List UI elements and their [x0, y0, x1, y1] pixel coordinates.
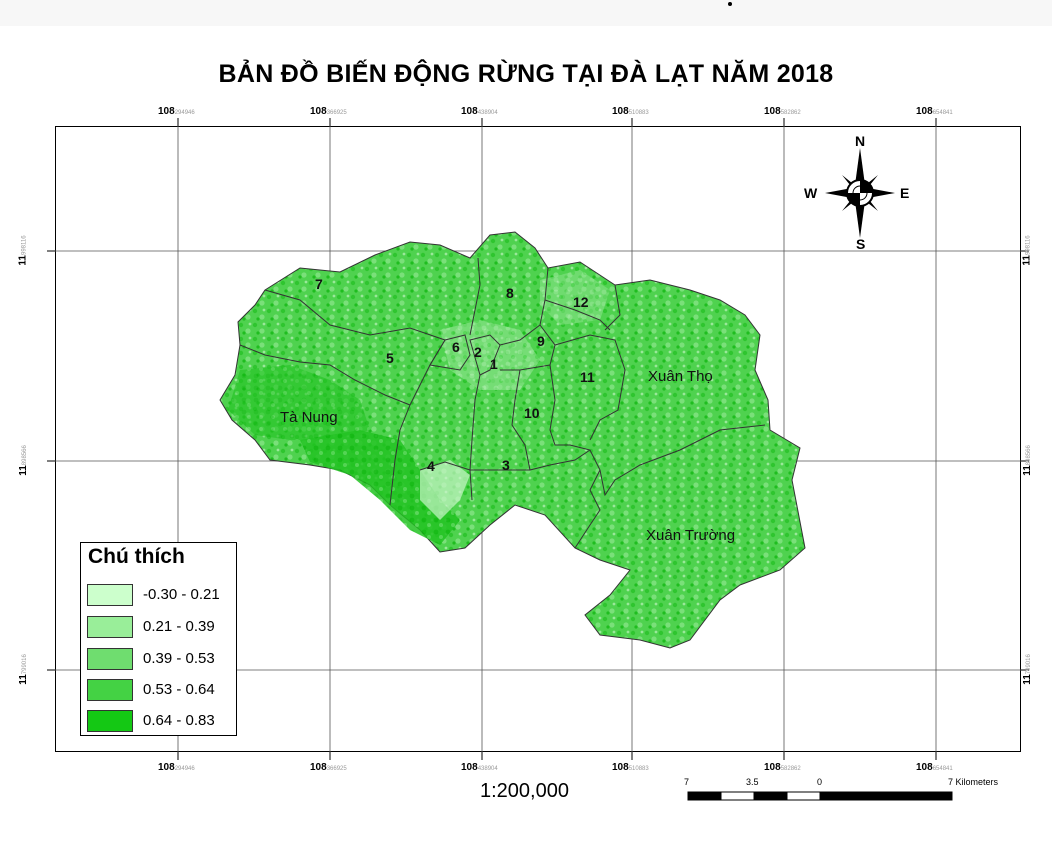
ward-boundaries — [239, 257, 766, 549]
label-ta-nung: Tà Nung — [280, 409, 338, 426]
scale-label: 7 — [684, 777, 690, 787]
bottom-coord-4: 108510883 — [612, 762, 649, 773]
compass-w: W — [804, 185, 818, 201]
right-coord-1: 11998116 — [1021, 235, 1033, 266]
legend-label: 0.64 - 0.83 — [143, 712, 215, 729]
dot-mark — [728, 2, 732, 6]
label-xuan-truong: Xuân Trường — [646, 527, 735, 544]
label-r8: 8 — [506, 285, 514, 301]
legend-label: 0.21 - 0.39 — [143, 618, 215, 635]
compass-s: S — [856, 236, 865, 252]
legend-swatch — [87, 616, 133, 638]
scale-label: 0 — [817, 777, 823, 787]
bottom-coord-2: 108366925 — [310, 762, 347, 773]
label-r4: 4 — [427, 458, 435, 474]
right-coord-3: 11799016 — [1021, 654, 1033, 685]
legend: Chú thích -0.30 - 0.21 0.21 - 0.39 0.39 … — [80, 542, 237, 736]
scale-bar — [687, 791, 953, 801]
compass-n: N — [855, 133, 865, 149]
legend-swatch — [87, 648, 133, 670]
label-r10: 10 — [524, 405, 540, 421]
bottom-coord-6: 108654841 — [916, 762, 953, 773]
top-coord-5: 108582862 — [764, 106, 801, 117]
label-r1: 1 — [490, 356, 498, 372]
legend-label: 0.39 - 0.53 — [143, 650, 215, 667]
scale-label: 3.5 — [746, 777, 759, 787]
label-r6: 6 — [452, 339, 460, 355]
dalat-boundary — [219, 231, 806, 649]
legend-title: Chú thích — [88, 545, 185, 568]
legend-swatch — [87, 710, 133, 732]
top-coord-3: 108438904 — [461, 106, 498, 117]
compass-e: E — [900, 185, 909, 201]
dense-forest-west — [228, 365, 370, 440]
top-coord-1: 108294946 — [158, 106, 195, 117]
left-coord-2: 11898566 — [17, 445, 29, 476]
left-coord-1: 11998116 — [17, 235, 29, 266]
label-r9: 9 — [537, 333, 545, 349]
scale-label: 7 Kilometers — [948, 777, 999, 787]
right-coord-2: 11898566 — [1021, 445, 1033, 476]
label-r11: 11 — [580, 369, 595, 385]
label-r3: 3 — [502, 457, 510, 473]
map-frame — [55, 126, 1021, 752]
bottom-coord-5: 108582862 — [764, 762, 801, 773]
top-coord-4: 108510883 — [612, 106, 649, 117]
bottom-coord-3: 108438904 — [461, 762, 498, 773]
light-forest-north — [540, 270, 610, 325]
light-patches-south — [420, 460, 470, 520]
bottom-coord-1: 108294946 — [158, 762, 195, 773]
light-forest-center — [440, 320, 540, 390]
dense-forest-south — [300, 430, 460, 545]
scale-ratio: 1:200,000 — [480, 780, 569, 802]
label-r5: 5 — [386, 350, 394, 366]
label-r2: 2 — [474, 344, 482, 360]
label-r12: 12 — [573, 294, 589, 310]
top-coord-2: 108366925 — [310, 106, 347, 117]
legend-label: -0.30 - 0.21 — [143, 586, 220, 603]
map-title: BẢN ĐỒ BIẾN ĐỘNG RỪNG TẠI ĐÀ LẠT NĂM 201… — [218, 60, 834, 88]
legend-label: 0.53 - 0.64 — [143, 681, 215, 698]
label-r7: 7 — [315, 276, 323, 292]
legend-swatch — [87, 679, 133, 701]
legend-swatch — [87, 584, 133, 606]
north-arrow-icon: N S W E — [804, 133, 909, 252]
label-xuan-tho: Xuân Thọ — [648, 368, 713, 385]
top-coord-6: 108654841 — [916, 106, 953, 117]
top-bar — [0, 0, 1052, 26]
left-coord-3: 11799016 — [17, 654, 29, 685]
